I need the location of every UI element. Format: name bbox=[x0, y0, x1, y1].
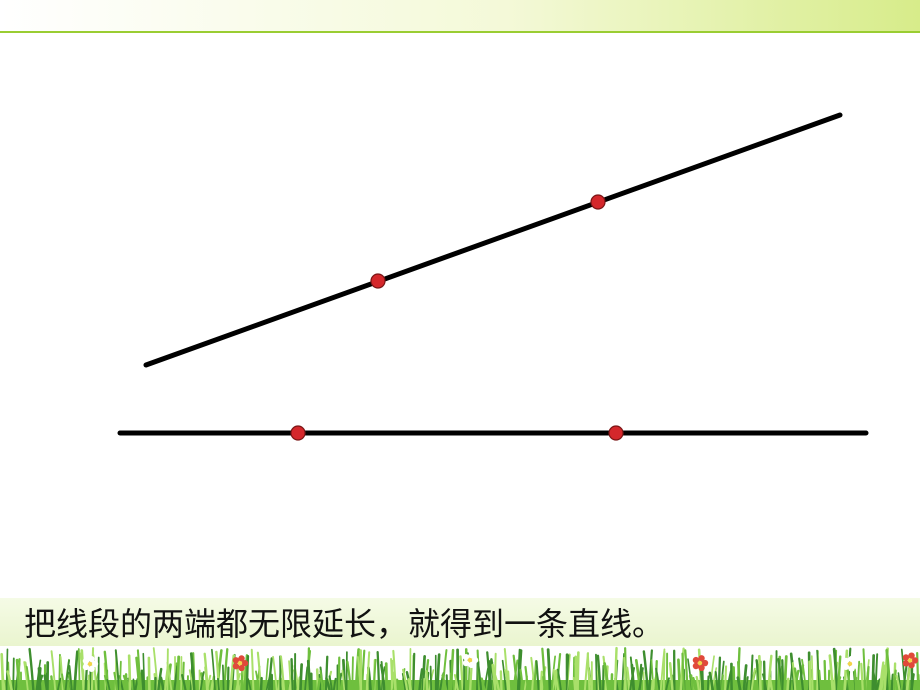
slide: 把线段的两端都无限延长，就得到一条直线。 bbox=[0, 0, 920, 690]
caption-text: 把线段的两端都无限延长，就得到一条直线。 bbox=[24, 599, 664, 645]
diagram-point-3 bbox=[609, 426, 623, 440]
caption-bar: 把线段的两端都无限延长，就得到一条直线。 bbox=[0, 598, 920, 646]
footer-grass bbox=[0, 646, 920, 690]
diagram-point-2 bbox=[291, 426, 305, 440]
diagram-line-diagonal bbox=[146, 115, 840, 365]
diagram-point-0 bbox=[371, 274, 385, 288]
geometry-diagram bbox=[0, 0, 920, 690]
top-accent-band bbox=[0, 0, 920, 34]
diagram-point-1 bbox=[591, 195, 605, 209]
